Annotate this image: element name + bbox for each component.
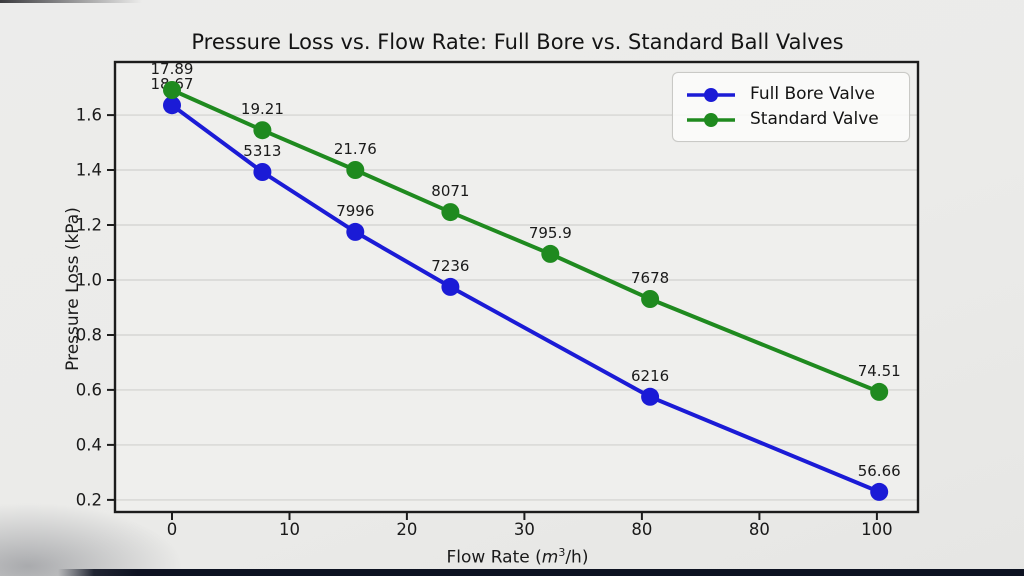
y-tick-label: 0.8 — [76, 326, 102, 345]
x-axis-label-text: Flow Rate ( — [446, 547, 542, 568]
plot-border — [113, 60, 920, 514]
data-point-label: 5313 — [243, 142, 281, 160]
data-point-label: 795.9 — [529, 224, 572, 242]
x-tick-label: 80 — [631, 520, 652, 539]
data-point-label: 7996 — [336, 202, 374, 220]
data-point-marker — [870, 482, 889, 501]
chart-title: Pressure Loss vs. Flow Rate: Full Bore v… — [191, 30, 844, 54]
x-tick-label: 10 — [279, 520, 300, 539]
data-point-label: 74.51 — [858, 362, 901, 380]
data-point-marker — [346, 161, 365, 179]
data-point-marker — [253, 121, 272, 140]
x-tick-label: 20 — [396, 520, 417, 539]
x-axis-label: Flow Rate (m3/h) — [115, 546, 920, 568]
data-point-marker — [441, 203, 460, 222]
x-axis-label-suffix: /h) — [565, 547, 589, 568]
data-point-label: 17.89 — [151, 60, 194, 78]
data-point-label: 8071 — [431, 182, 469, 200]
data-point-marker — [441, 277, 460, 296]
x-tick-label: 80 — [749, 520, 770, 539]
x-tick-label: 30 — [514, 520, 535, 539]
data-point-marker — [253, 163, 272, 181]
legend-label: Full Bore Valve — [750, 84, 875, 104]
data-point-label: 7236 — [431, 257, 469, 275]
y-tick-label: 1.6 — [76, 106, 102, 125]
y-tick-label: 0.6 — [76, 380, 102, 399]
x-tick-label: 0 — [167, 520, 178, 539]
data-point-label: 21.76 — [334, 140, 377, 158]
series-line-0 — [170, 103, 882, 494]
data-point-marker — [163, 81, 181, 99]
legend-item-standard: Standard Valve — [685, 107, 897, 132]
y-tick-label: 1.2 — [76, 216, 102, 235]
data-point-marker — [541, 244, 560, 263]
y-tick-label: 0.2 — [76, 490, 102, 509]
data-point-label: 7678 — [631, 269, 669, 287]
legend: Full Bore Valve Standard Valve — [672, 72, 910, 142]
data-point-marker — [346, 222, 365, 241]
y-tick-label: 1.0 — [76, 271, 102, 290]
data-point-marker — [163, 96, 181, 115]
legend-label: Standard Valve — [750, 109, 879, 129]
y-tick-label: 0.4 — [76, 435, 102, 454]
x-axis-label-variable: m — [541, 547, 559, 568]
legend-line-marker-icon — [687, 112, 735, 127]
y-axis-label: Pressure Loss (kPa) — [63, 207, 83, 371]
data-point-label: 6216 — [631, 367, 669, 385]
data-point-marker — [870, 382, 889, 401]
data-point-marker — [641, 290, 660, 308]
legend-item-full-bore: Full Bore Valve — [685, 82, 897, 107]
data-point-label: 56.66 — [858, 462, 901, 480]
x-axis-label-exponent: 3 — [558, 546, 566, 559]
x-tick-label: 100 — [861, 520, 893, 539]
data-point-marker — [641, 387, 660, 406]
y-tick-label: 1.4 — [76, 161, 102, 180]
data-point-label: 19.21 — [241, 100, 284, 118]
legend-line-marker-icon — [687, 87, 735, 102]
